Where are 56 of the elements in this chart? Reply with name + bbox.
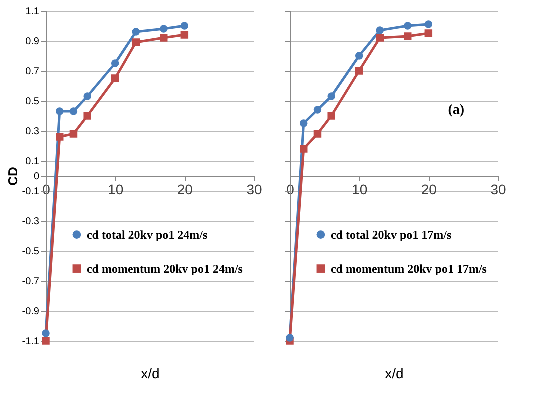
y-tick-label: 0.1 [26, 156, 40, 168]
point [56, 133, 64, 141]
point [328, 112, 336, 120]
x-axis-title: x/d [141, 366, 160, 382]
x-tick-label: 30 [490, 182, 506, 198]
point [84, 112, 92, 120]
y-tick-label: 0.5 [26, 96, 40, 108]
point [132, 28, 140, 36]
point [70, 130, 78, 138]
y-tick-label: -0.3 [22, 216, 40, 228]
y-tick-label: 0.9 [26, 36, 40, 48]
point [56, 108, 64, 116]
x-axis-title: x/d [385, 366, 404, 382]
y-tick-label: -1.1 [22, 336, 40, 348]
point [84, 92, 92, 100]
x-tick-label: 20 [421, 182, 438, 198]
y-tick-label: 0.3 [26, 126, 40, 138]
point [404, 32, 412, 40]
legend-label: cd total 20kv po1 17m/s [330, 228, 452, 242]
point [376, 26, 384, 34]
point [404, 22, 412, 30]
point [355, 67, 364, 75]
point [424, 20, 433, 28]
point [160, 25, 168, 33]
point [300, 120, 308, 128]
annotation: (a) [448, 103, 465, 118]
point [180, 22, 189, 30]
point [300, 145, 308, 153]
y-tick-label: -0.9 [22, 306, 40, 318]
point [180, 31, 189, 39]
y-axis-title: CD [5, 167, 20, 186]
y-tick-label: -0.7 [22, 276, 40, 288]
y-tick-label: 0 [34, 172, 40, 182]
x-tick-label: 10 [108, 182, 124, 198]
legend-label: cd total 20kv po1 24m/s [86, 228, 208, 242]
point [111, 60, 120, 68]
x-tick-label: 20 [177, 182, 194, 198]
point [424, 30, 433, 38]
x-tick-label: 10 [352, 182, 368, 198]
point [132, 38, 140, 46]
point [111, 74, 120, 82]
x-tick-label: 30 [246, 182, 262, 198]
point [328, 92, 336, 100]
legend-label: cd momentum 20kv po1 17m/s [330, 262, 488, 276]
y-tick-label: 1.1 [26, 6, 40, 18]
legend-label: cd momentum 20kv po1 24m/s [86, 262, 244, 276]
point [42, 330, 50, 338]
point [314, 130, 322, 138]
point [355, 52, 364, 60]
y-tick-label: -0.1 [22, 186, 40, 198]
point [314, 106, 322, 114]
y-tick-label: -0.5 [22, 246, 40, 258]
point [376, 34, 384, 42]
point [70, 108, 78, 116]
point [160, 34, 168, 42]
y-tick-label: 0.7 [26, 66, 40, 78]
